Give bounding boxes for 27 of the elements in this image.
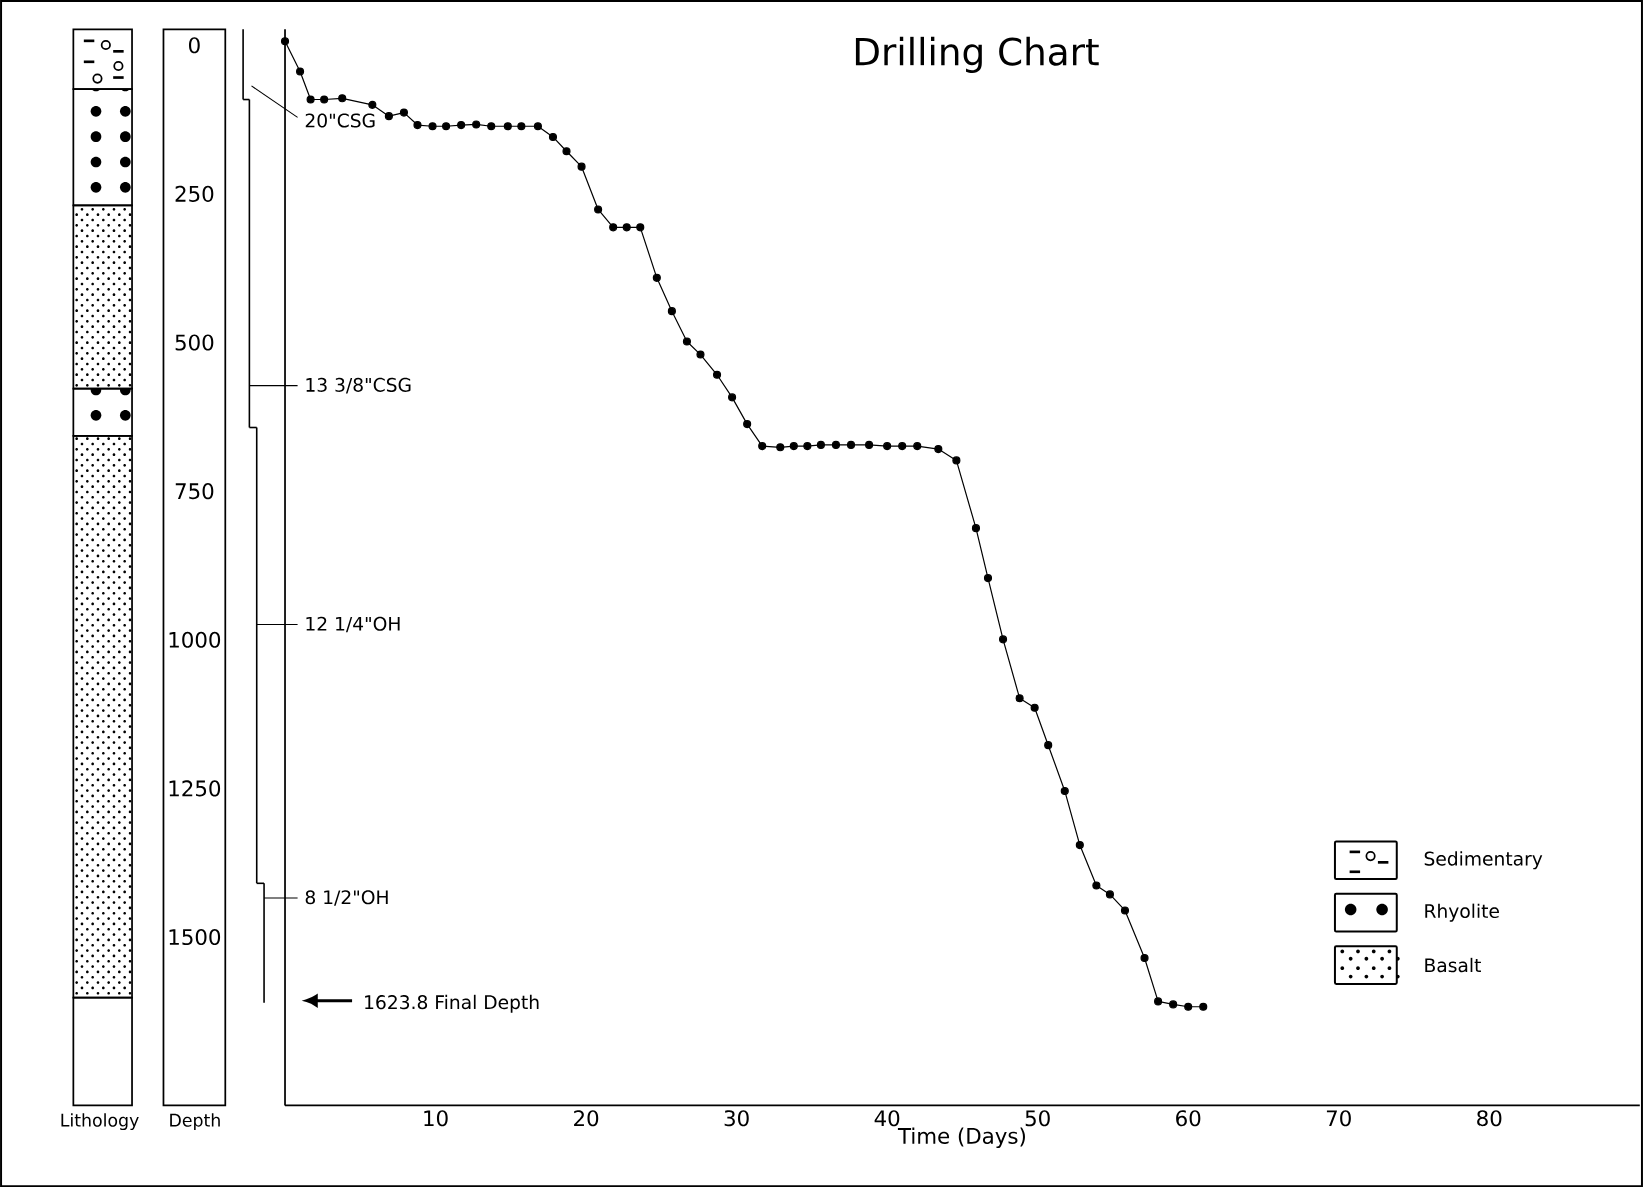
annotation: 20"CSG — [305, 113, 375, 128]
y-tick-label: 250 — [175, 185, 214, 202]
annotation: 13 3/8"CSG — [306, 377, 411, 394]
x-axis-title: Time (Days) — [897, 1127, 1025, 1149]
y-tick-label: 1000 — [169, 631, 221, 648]
x-tick-label: 20 — [574, 1110, 599, 1127]
annotation: Sedimentary — [1424, 851, 1543, 870]
text: Lithology — [61, 1113, 139, 1130]
x-tick-label: 30 — [724, 1110, 749, 1127]
x-tick-label: 80 — [1477, 1110, 1502, 1127]
x-tick-label: 60 — [1176, 1110, 1201, 1127]
text: Depth — [170, 1113, 220, 1130]
y-tick-label: 500 — [175, 334, 214, 351]
y-tick-label: 1250 — [169, 780, 221, 797]
x-tick-label: 40 — [874, 1110, 900, 1127]
x-tick-label: 70 — [1326, 1110, 1351, 1127]
annotation: 12 1/4"OH — [306, 616, 400, 633]
annotation: 8 1/2"OH — [305, 890, 388, 906]
annotation: Rhyolite — [1425, 903, 1499, 922]
y-tick-label: 1500 — [169, 928, 221, 946]
y-tick-label: 0 — [189, 37, 200, 54]
annotation: 1623.8 Final Depth — [365, 994, 539, 1013]
x-tick-label: 10 — [424, 1110, 448, 1127]
annotation: Basalt — [1425, 957, 1481, 973]
x-tick-label: 50 — [1025, 1110, 1050, 1127]
y-tick-label: 750 — [175, 482, 214, 500]
chart-title: Drilling Chart — [855, 36, 1099, 73]
